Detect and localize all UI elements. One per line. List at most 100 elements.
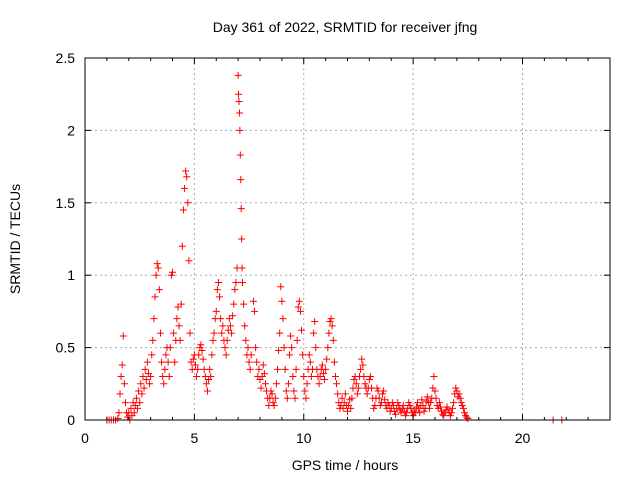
data-point — [287, 332, 295, 340]
data-point — [303, 380, 311, 388]
data-point — [360, 373, 368, 381]
data-point — [292, 365, 300, 373]
data-point — [216, 293, 224, 301]
data-point — [238, 235, 246, 243]
data-point — [322, 365, 330, 373]
data-point — [407, 404, 415, 412]
data-point — [446, 412, 454, 420]
data-point — [299, 351, 307, 359]
data-point — [154, 264, 162, 272]
x-tick-label: 5 — [190, 430, 198, 446]
data-point — [253, 358, 261, 366]
data-point — [307, 373, 315, 381]
data-point — [178, 242, 186, 250]
data-point — [294, 303, 302, 311]
x-axis-ticks: 0 5 10 15 20 — [81, 58, 611, 446]
data-point — [228, 329, 236, 337]
data-point — [459, 404, 467, 412]
data-point — [329, 336, 337, 344]
data-point — [350, 375, 358, 383]
data-point — [452, 384, 460, 392]
data-point — [225, 315, 233, 323]
data-point — [436, 403, 444, 411]
data-point — [352, 380, 360, 388]
data-point — [121, 399, 129, 407]
data-point — [401, 412, 409, 420]
data-point — [159, 373, 167, 381]
data-point — [341, 390, 349, 398]
data-point — [300, 373, 308, 381]
data-point — [174, 303, 182, 311]
data-point — [218, 329, 226, 337]
data-point — [461, 409, 469, 417]
y-tick-label: 0 — [67, 412, 75, 428]
data-point — [245, 358, 253, 366]
data-point — [268, 390, 276, 398]
data-point — [463, 413, 471, 421]
data-point — [171, 358, 179, 366]
data-point — [150, 315, 158, 323]
data-point — [440, 412, 448, 420]
data-point — [136, 399, 144, 407]
data-point — [363, 390, 371, 398]
data-point — [423, 393, 431, 401]
data-point — [206, 365, 214, 373]
data-point — [127, 404, 135, 412]
data-point — [173, 315, 181, 323]
data-point — [255, 365, 263, 373]
data-point — [418, 396, 426, 404]
data-point — [114, 415, 122, 423]
data-point — [260, 370, 268, 378]
data-point — [193, 373, 201, 381]
data-point — [137, 380, 145, 388]
data-point — [444, 406, 452, 414]
data-point — [217, 315, 225, 323]
data-point — [380, 387, 388, 395]
data-point — [289, 373, 297, 381]
x-tick-label: 20 — [515, 430, 531, 446]
data-point — [235, 97, 243, 105]
x-tick-label: 10 — [296, 430, 312, 446]
data-point — [464, 415, 472, 423]
x-tick-label: 0 — [81, 430, 89, 446]
data-point — [359, 361, 367, 369]
data-point — [281, 365, 289, 373]
data-point — [118, 361, 126, 369]
data-point — [238, 264, 246, 272]
data-point — [269, 399, 277, 407]
data-point — [344, 407, 351, 415]
data-point — [239, 278, 246, 286]
data-point — [316, 373, 324, 381]
data-point — [198, 346, 206, 354]
data-point — [288, 344, 296, 352]
data-point — [399, 402, 407, 410]
data-point — [221, 344, 229, 352]
data-point — [251, 307, 259, 315]
data-point — [365, 375, 373, 383]
data-point — [270, 402, 278, 410]
data-point — [394, 399, 402, 407]
y-tick-label: 2 — [67, 122, 75, 138]
data-point — [236, 151, 244, 159]
data-point — [158, 358, 166, 366]
data-point — [138, 390, 146, 398]
data-point — [214, 278, 222, 286]
data-point — [146, 380, 154, 388]
data-point — [293, 336, 301, 344]
data-point — [298, 326, 306, 334]
data-point — [326, 318, 334, 326]
data-point — [318, 361, 326, 369]
data-point — [189, 355, 197, 363]
data-point — [370, 404, 378, 412]
data-point — [165, 373, 173, 381]
data-point — [416, 409, 424, 417]
data-point — [160, 380, 168, 388]
data-point — [176, 336, 184, 344]
data-point — [455, 390, 463, 398]
data-point — [458, 402, 466, 410]
data-point — [438, 407, 446, 415]
data-point — [240, 300, 248, 308]
data-point — [280, 344, 288, 352]
data-point — [226, 322, 234, 330]
